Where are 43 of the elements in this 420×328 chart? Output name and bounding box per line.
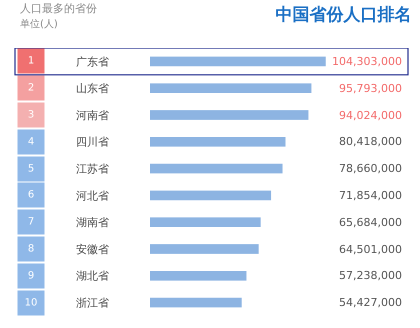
data-label: 94,024,000 <box>339 109 402 122</box>
text: 8 <box>28 244 34 254</box>
y-tick-label: 浙江省 <box>76 296 109 310</box>
y-tick-label: 安徽省 <box>76 242 109 256</box>
text: 4 <box>28 136 34 148</box>
y-tick-label: 河北省 <box>76 189 109 202</box>
bar <box>150 217 261 228</box>
bar <box>150 110 308 120</box>
text: 10 <box>24 298 38 308</box>
bar <box>150 56 326 66</box>
data-label: 64,501,000 <box>339 243 402 256</box>
bar <box>150 164 283 174</box>
text: 单位(人) <box>20 18 58 30</box>
text: 1 <box>28 56 34 66</box>
text: 6 <box>28 190 34 200</box>
y-tick-label: 四川省 <box>76 136 109 149</box>
text: 9 <box>28 270 34 282</box>
data-label: 57,238,000 <box>339 269 402 282</box>
y-tick-label: 湖北省 <box>76 270 109 283</box>
y-tick-label: 广东省 <box>76 55 109 68</box>
chart-title: 中国省份人口排名 <box>276 5 412 26</box>
data-label: 95,793,000 <box>339 82 402 95</box>
bar <box>150 244 259 254</box>
text: 3 <box>28 110 34 120</box>
text: 人口最多的省份 <box>20 2 97 15</box>
data-label: 71,854,000 <box>339 189 402 202</box>
text: 2 <box>28 82 34 94</box>
bar <box>150 298 242 308</box>
bar <box>150 136 286 147</box>
data-label: 54,427,000 <box>339 296 402 309</box>
data-label: 80,418,000 <box>339 135 402 148</box>
bar <box>150 83 312 94</box>
y-tick-label: 江苏省 <box>76 162 109 176</box>
y-tick-label: 河南省 <box>76 108 109 122</box>
bar <box>150 190 272 200</box>
text: 5 <box>28 164 34 174</box>
bar <box>150 270 246 281</box>
data-label: 78,660,000 <box>339 162 402 175</box>
data-label: 65,684,000 <box>339 216 402 229</box>
y-tick-label: 湖南省 <box>76 216 109 230</box>
text: 7 <box>28 216 34 228</box>
data-label: 104,303,000 <box>332 55 402 68</box>
y-tick-label: 山东省 <box>76 82 109 96</box>
